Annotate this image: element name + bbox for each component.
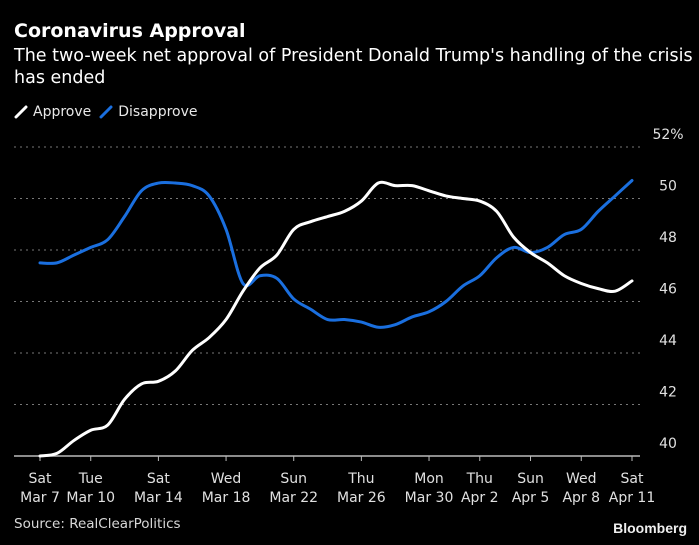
legend-item-disapprove: Disapprove — [99, 104, 198, 120]
x-tick-label-day: Wed — [566, 471, 597, 487]
legend-item-approve: Approve — [14, 104, 91, 120]
x-tick-label-day: Sat — [621, 471, 644, 487]
x-tick-label-date: Apr 11 — [609, 490, 655, 506]
y-tick-label: 48 — [659, 230, 677, 246]
x-tick-label-date: Apr 8 — [562, 490, 600, 506]
y-tick-label: 46 — [659, 282, 677, 298]
y-tick-label: 50 — [659, 179, 677, 195]
chart-subtitle: The two-week net approval of President D… — [14, 46, 693, 88]
series-line-approve — [38, 180, 634, 458]
brand-logo: Bloomberg — [613, 520, 687, 536]
source-note: Source: RealClearPolitics — [14, 516, 181, 532]
gridlines — [14, 146, 640, 405]
x-tick-label-date: Mar 14 — [134, 490, 183, 506]
x-axis: Sat Mar 7 Tue Mar 10 Sat Mar 14 Wed Mar 18 Sun Ma… — [14, 455, 655, 506]
x-tick-label-day: Tue — [78, 471, 103, 487]
y-tick-label: 44 — [659, 333, 677, 349]
x-tick-label-day: Sat — [147, 471, 170, 487]
chart-title: Coronavirus Approval — [14, 20, 246, 42]
y-axis-labels: 40 42 44 46 48 50 52% — [652, 127, 683, 452]
x-tick-label-date: Mar 30 — [405, 490, 454, 506]
x-tick-label-date: Mar 18 — [202, 490, 251, 506]
y-tick-label: 40 — [659, 436, 677, 452]
x-tick-label-date: Apr 2 — [461, 490, 499, 506]
x-tick-label-day: Sun — [280, 471, 307, 487]
x-tick-label-day: Thu — [347, 471, 374, 487]
legend-label-disapprove: Disapprove — [118, 104, 198, 120]
x-tick-label-day: Thu — [466, 471, 493, 487]
series-line-disapprove — [38, 178, 634, 329]
legend: Approve Disapprove — [14, 104, 206, 120]
legend-label-approve: Approve — [33, 104, 92, 120]
x-tick-label-day: Sun — [517, 471, 544, 487]
x-tick-label-day: Sat — [29, 471, 52, 487]
x-tick-label-day: Mon — [414, 471, 444, 487]
x-tick-label-day: Wed — [211, 471, 242, 487]
x-tick-label-date: Mar 26 — [337, 490, 386, 506]
x-tick-label-date: Mar 10 — [66, 490, 115, 506]
y-tick-label: 52% — [652, 127, 683, 143]
approve-swatch-icon — [14, 105, 28, 119]
y-tick-label: 42 — [659, 385, 677, 401]
disapprove-swatch-icon — [99, 105, 113, 119]
x-tick-label-date: Mar 7 — [20, 490, 60, 506]
x-tick-label-date: Apr 5 — [512, 490, 550, 506]
x-tick-label-date: Mar 22 — [269, 490, 318, 506]
series-lines — [38, 178, 634, 458]
